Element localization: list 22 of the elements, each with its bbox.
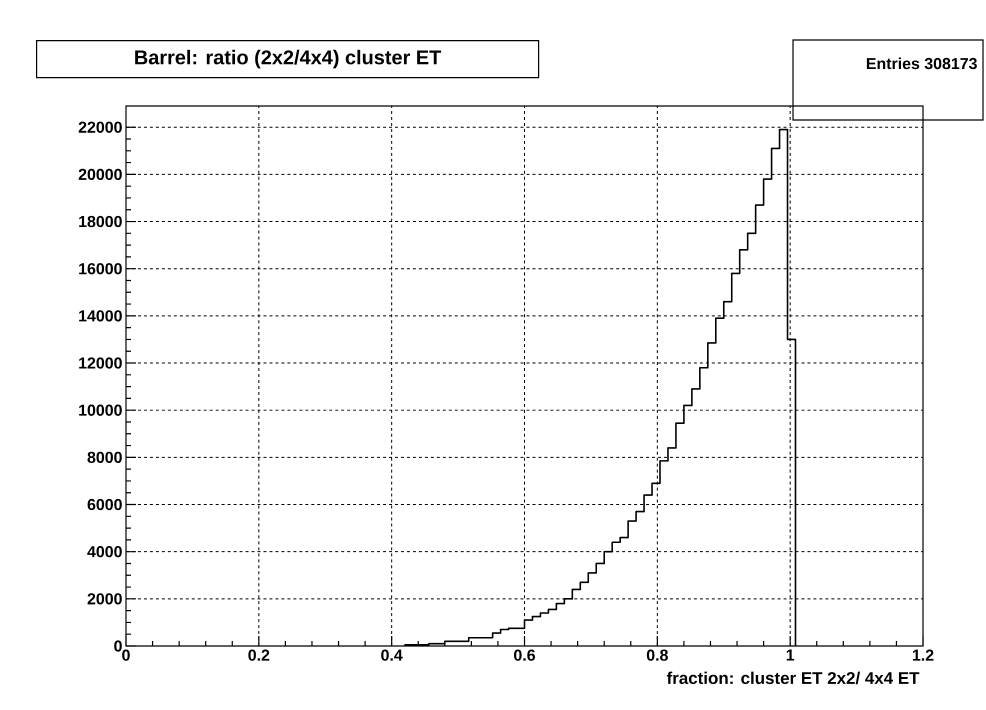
text: Entries 308173 — [866, 58, 977, 70]
y-tick-label: 14000 — [79, 310, 122, 322]
y-tick-label: 20000 — [78, 168, 122, 180]
x-tick-label: 0.8 — [646, 650, 668, 661]
x-tick-label: 0.2 — [248, 650, 270, 661]
y-tick-label: 0 — [114, 640, 122, 652]
y-tick-label: 8000 — [88, 452, 122, 463]
x-tick-label: 1.2 — [912, 650, 934, 661]
x-tick-label: 0.6 — [514, 650, 535, 661]
x-tick-label: 0 — [122, 650, 130, 661]
x-tick-label: 0.4 — [381, 650, 403, 661]
y-tick-label: 16000 — [79, 263, 122, 274]
y-tick-label: 10000 — [79, 404, 122, 416]
y-tick-label: 12000 — [79, 357, 122, 369]
chart-title: Barrel: ratio (2x2/4x4) cluster ET — [135, 50, 442, 68]
y-tick-label: 22000 — [78, 122, 122, 133]
y-tick-label: 18000 — [79, 216, 122, 228]
y-tick-label: 6000 — [88, 498, 122, 510]
x-axis-title: fraction: cluster ET 2x2/ 4x4 ET — [666, 672, 920, 684]
y-tick-label: 4000 — [87, 546, 122, 558]
y-tick-label: 2000 — [88, 593, 122, 604]
x-tick-label: 1 — [786, 650, 794, 660]
